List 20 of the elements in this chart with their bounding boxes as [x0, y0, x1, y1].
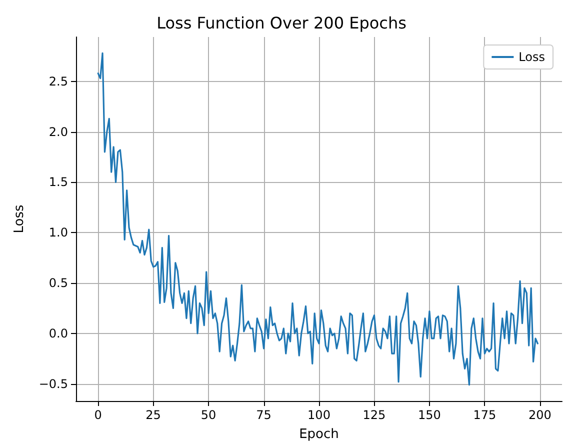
x-tick-label: 0: [94, 408, 102, 422]
y-tick-label: −0.5: [38, 376, 68, 391]
x-tick-label: 75: [256, 408, 272, 422]
x-tick-label: 25: [146, 408, 161, 422]
y-tick-label: 2.5: [48, 74, 68, 88]
x-tick-label: 125: [362, 408, 386, 422]
x-tick-label: 175: [473, 408, 496, 422]
x-axis-title: Epoch: [299, 427, 339, 442]
y-tick-label: 2.0: [48, 124, 68, 139]
y-tick-label: 0.0: [48, 326, 68, 340]
x-tick-label: 150: [418, 408, 441, 422]
x-tick-label: 200: [528, 408, 552, 422]
y-tick-label: 0.5: [48, 276, 68, 290]
legend-label: Loss: [518, 50, 546, 64]
y-axis-title: Loss: [12, 204, 27, 234]
chart-title: Loss Function Over 200 Epochs: [156, 14, 406, 32]
x-tick-label: 100: [308, 408, 330, 422]
y-tick-label: 1.0: [48, 226, 68, 240]
y-tick-label: 1.5: [48, 175, 68, 190]
x-tick-label: 50: [200, 408, 216, 422]
